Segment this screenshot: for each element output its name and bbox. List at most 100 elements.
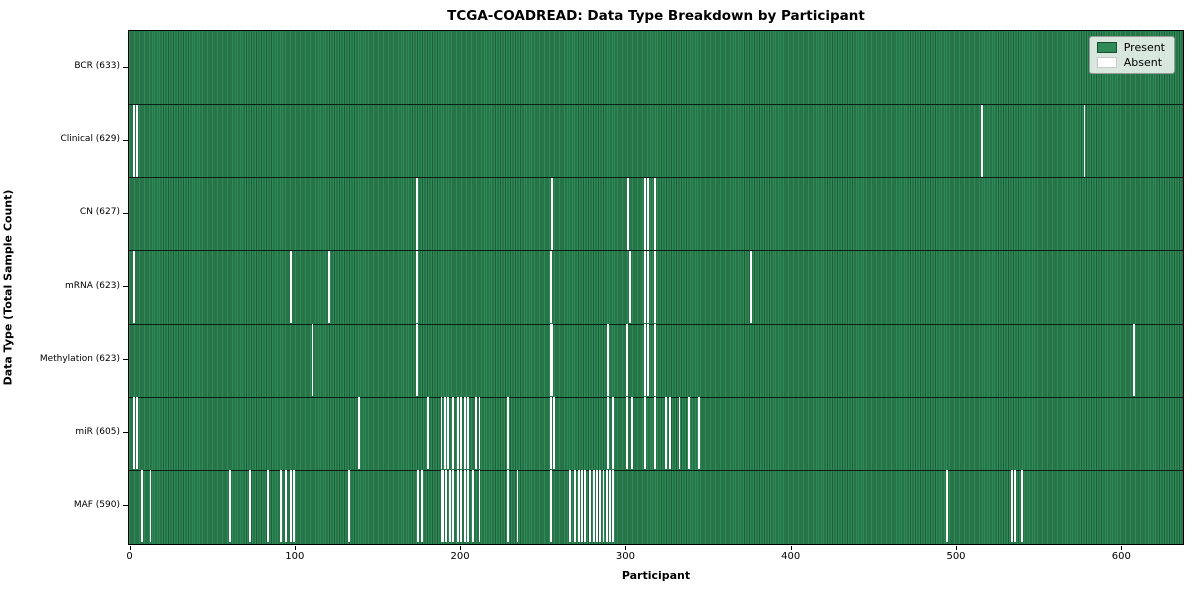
absent-stripe-maf: [442, 470, 445, 543]
absent-stripe-maf: [1014, 470, 1017, 543]
row-separator: [129, 469, 1183, 471]
absent-stripe-maf: [420, 470, 423, 543]
absent-stripe-mir: [460, 397, 463, 470]
absent-stripe-mir: [475, 397, 478, 470]
absent-stripe-clinical: [981, 104, 983, 177]
absent-stripe-methylation: [625, 324, 628, 397]
absent-stripe-cn: [551, 177, 554, 250]
x-axis-label: Participant: [621, 569, 691, 582]
absent-stripe-mir: [452, 397, 454, 470]
absent-stripe-methylation: [647, 324, 650, 397]
row-separator: [129, 177, 1183, 179]
y-tick-mark: [123, 359, 128, 361]
absent-stripe-mir: [357, 397, 360, 470]
absent-stripe-maf: [1010, 470, 1013, 543]
absent-stripe-mir: [668, 397, 671, 470]
absent-stripe-clinical: [136, 104, 139, 177]
absent-stripe-maf: [266, 470, 269, 543]
absent-stripe-mrna: [549, 250, 552, 324]
absent-stripe-maf: [592, 470, 595, 543]
absent-stripe-mir: [478, 397, 481, 470]
absent-stripe-mir: [136, 397, 139, 470]
y-tick-label-clinical: Clinical (629): [60, 134, 120, 145]
absent-stripe-maf: [589, 470, 592, 543]
legend: Present Absent: [1088, 36, 1175, 74]
absent-stripe-methylation: [549, 324, 552, 397]
y-tick-label-maf: MAF (590): [73, 499, 120, 510]
absent-stripe-mir: [457, 397, 459, 470]
absent-stripe-maf: [1020, 470, 1023, 543]
x-tick-label-600: 600: [1111, 551, 1131, 562]
absent-stripe-mrna: [653, 250, 656, 324]
chart-title: TCGA-COADREAD: Data Type Breakdown by Pa…: [447, 8, 865, 24]
x-tick-label-200: 200: [450, 551, 470, 562]
absent-stripe-maf: [445, 470, 448, 543]
absent-stripe-maf: [612, 470, 615, 543]
absent-stripe-maf: [478, 470, 481, 543]
absent-stripe-maf: [347, 470, 350, 543]
y-tick-mark: [123, 286, 128, 287]
y-tick-mark: [123, 505, 128, 507]
row-separator: [129, 250, 1183, 252]
absent-stripe-mir: [447, 397, 450, 470]
absent-stripe-mir: [427, 397, 430, 470]
plot-area: Present Absent: [128, 30, 1184, 545]
absent-stripe-methylation: [415, 324, 418, 397]
absent-stripe-maf: [457, 470, 459, 543]
absent-stripe-mir: [443, 397, 446, 470]
absent-stripe-maf: [466, 470, 469, 543]
absent-stripe-mir: [463, 397, 466, 470]
x-tick-label-500: 500: [946, 551, 966, 562]
legend-absent-swatch: [1096, 57, 1117, 68]
x-tick-label-100: 100: [285, 551, 305, 562]
y-tick-label-bcr: BCR (633): [74, 61, 120, 72]
absent-stripe-mir: [552, 397, 555, 470]
row-separator: [129, 323, 1183, 325]
x-tick-mark: [129, 546, 131, 550]
legend-absent-label: Absent: [1123, 56, 1163, 69]
absent-stripe-methylation: [551, 324, 554, 397]
absent-stripe-mir: [133, 397, 135, 470]
y-tick-mark: [123, 432, 128, 434]
legend-entry-present: Present: [1096, 41, 1165, 54]
absent-stripe-methylation: [643, 324, 646, 397]
legend-present-label: Present: [1123, 41, 1165, 54]
y-tick-mark: [123, 66, 128, 68]
absent-stripe-maf: [549, 470, 552, 543]
absent-stripe-maf: [599, 470, 602, 543]
absent-stripe-mrna: [749, 250, 752, 324]
absent-stripe-cn: [653, 177, 656, 250]
absent-stripe-maf: [946, 470, 949, 543]
x-tick-label-400: 400: [781, 551, 801, 562]
absent-stripe-mir: [653, 397, 656, 470]
absent-stripe-methylation: [653, 324, 656, 397]
absent-stripe-maf: [609, 470, 612, 543]
absent-stripe-mir: [698, 397, 701, 470]
absent-stripe-maf: [595, 470, 598, 543]
absent-stripe-mrna: [628, 250, 631, 324]
absent-stripe-maf: [574, 470, 577, 543]
y-tick-mark: [123, 212, 128, 214]
absent-stripe-maf: [293, 470, 296, 543]
absent-stripe-mrna: [643, 250, 646, 324]
absent-stripe-maf: [506, 470, 509, 543]
y-tick-label-mrna: mRNA (623): [65, 280, 120, 291]
absent-stripe-cn: [643, 177, 646, 250]
absent-stripe-maf: [440, 470, 443, 543]
x-tick-mark: [460, 546, 462, 550]
absent-stripe-mrna: [415, 250, 418, 324]
x-tick-label-0: 0: [126, 551, 133, 562]
x-tick-mark: [790, 546, 792, 550]
absent-stripe-maf: [460, 470, 463, 543]
absent-stripe-maf: [141, 470, 144, 543]
absent-stripe-mir: [630, 397, 633, 470]
y-tick-label-cn: CN (627): [79, 207, 120, 218]
absent-stripe-maf: [584, 470, 587, 543]
absent-stripe-maf: [285, 470, 288, 543]
absent-stripe-methylation: [1133, 324, 1136, 397]
y-tick-label-mir: miR (605): [75, 426, 120, 437]
absent-stripe-maf: [471, 470, 474, 543]
absent-stripe-cn: [627, 177, 630, 250]
absent-stripe-mrna: [290, 250, 292, 324]
